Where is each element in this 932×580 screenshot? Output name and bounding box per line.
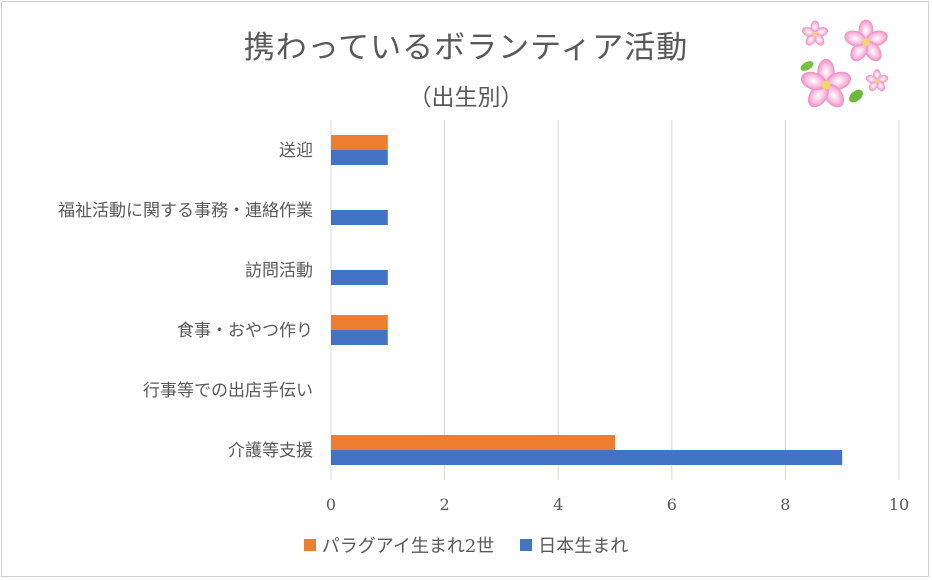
category-label: 介護等支援	[228, 441, 313, 461]
x-tick-label: 2	[440, 495, 450, 514]
legend-label-series-2: 日本生まれ	[538, 536, 629, 557]
x-tick-label: 10	[889, 495, 909, 514]
chart-title: 携わっているボランティア活動	[243, 30, 689, 66]
legend-swatch-series-2	[520, 539, 533, 551]
category-label: 福祉活動に関する事務・連絡作業	[58, 201, 313, 221]
category-label: 訪問活動	[245, 261, 313, 281]
legend-item-series-2: 日本生まれ	[520, 532, 628, 558]
chart-subtitle: （出生別）	[408, 85, 524, 111]
x-tick-label: 8	[780, 495, 790, 514]
x-tick-label: 0	[326, 495, 336, 514]
bar	[331, 435, 615, 450]
legend-item-series-1: パラグアイ生まれ2世	[303, 532, 495, 558]
legend: パラグアイ生まれ2世 日本生まれ	[0, 532, 932, 558]
x-tick-label: 4	[553, 495, 563, 514]
bar	[331, 330, 388, 345]
bar	[331, 210, 388, 225]
legend-swatch-series-1	[303, 539, 316, 551]
bar	[331, 315, 388, 330]
legend-label-series-1: パラグアイ生まれ2世	[321, 536, 495, 557]
bar	[331, 270, 388, 285]
category-label: 食事・おやつ作り	[177, 321, 313, 341]
bar	[331, 450, 843, 465]
bar	[331, 135, 388, 150]
category-label: 送迎	[279, 141, 313, 161]
x-tick-label: 6	[667, 495, 677, 514]
category-label: 行事等での出店手伝い	[143, 381, 313, 401]
bar	[331, 150, 388, 165]
